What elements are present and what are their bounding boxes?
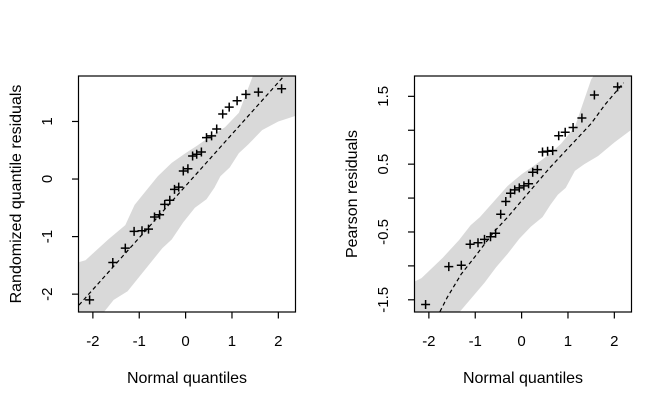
x-tick-label: 1 [564, 333, 572, 350]
x-tick-label: 0 [181, 333, 189, 350]
x-tick-label: 2 [610, 333, 618, 350]
y-axis-ticks: -1.5 -0.5 0.5 1.5 [375, 86, 415, 313]
y-tick-label: 0 [39, 175, 56, 183]
y-tick-label: 1.5 [375, 86, 392, 107]
x-tick-label: 1 [228, 333, 236, 350]
reference-line [439, 82, 625, 312]
y-tick-label: -1 [39, 230, 56, 243]
x-axis-title: Normal quantiles [127, 370, 247, 387]
confidence-band [78, 76, 296, 312]
qq-plot-right: -2 -1 0 1 2 -1.5 -0.5 0.5 1.5 Normal quantiles Pea… [344, 75, 633, 387]
plot-box [413, 75, 633, 313]
x-axis-ticks: -2 -1 0 1 2 [422, 312, 619, 350]
x-axis-ticks: -2 -1 0 1 2 [86, 312, 283, 350]
x-axis-title: Normal quantiles [463, 370, 583, 387]
y-axis-title: Randomized quantile residuals [8, 85, 25, 304]
plot-box [77, 75, 297, 313]
data-points [421, 82, 623, 309]
qq-plot-left: -2 -1 0 1 2 -2 -1 0 1 Normal quantiles Randomized … [8, 75, 297, 387]
data-points [85, 84, 287, 305]
qq-panel-right: -2 -1 0 1 2 -1.5 -0.5 0.5 1.5 Normal quantiles Pea… [336, 0, 672, 409]
y-tick-label: -0.5 [375, 219, 392, 245]
y-axis-ticks: -2 -1 0 1 [39, 117, 79, 301]
x-tick-label: 2 [274, 333, 282, 350]
x-tick-label: -1 [469, 333, 482, 350]
plot-area [78, 76, 296, 312]
x-tick-label: -2 [422, 333, 435, 350]
x-tick-label: -2 [86, 333, 99, 350]
qq-panel-left: -2 -1 0 1 2 -2 -1 0 1 Normal quantiles Randomized … [8, 75, 297, 387]
x-tick-label: -1 [133, 333, 146, 350]
y-tick-label: 1 [39, 117, 56, 125]
y-axis-title: Pearson residuals [344, 130, 361, 258]
x-tick-label: 0 [517, 333, 525, 350]
y-tick-label: -1.5 [375, 287, 392, 313]
confidence-band [414, 76, 632, 312]
plot-area [414, 76, 632, 312]
y-tick-label: -2 [39, 288, 56, 301]
y-tick-label: 0.5 [375, 154, 392, 175]
